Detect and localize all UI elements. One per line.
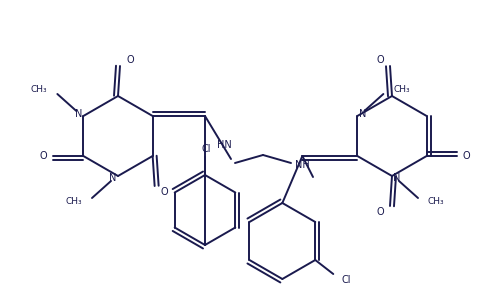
Text: CH₃: CH₃: [31, 86, 47, 94]
Text: N: N: [358, 109, 366, 119]
Text: N: N: [109, 173, 117, 183]
Text: Cl: Cl: [201, 144, 211, 154]
Text: CH₃: CH₃: [65, 198, 82, 207]
Text: O: O: [39, 151, 47, 161]
Text: O: O: [126, 55, 134, 65]
Text: O: O: [463, 151, 470, 161]
Text: O: O: [161, 187, 169, 197]
Text: O: O: [376, 55, 384, 65]
Text: Cl: Cl: [341, 275, 351, 285]
Text: NH: NH: [295, 160, 310, 170]
Text: CH₃: CH₃: [393, 86, 410, 94]
Text: N: N: [393, 173, 401, 183]
Text: CH₃: CH₃: [428, 198, 445, 207]
Text: HN: HN: [217, 140, 232, 150]
Text: N: N: [75, 109, 82, 119]
Text: O: O: [376, 207, 384, 217]
